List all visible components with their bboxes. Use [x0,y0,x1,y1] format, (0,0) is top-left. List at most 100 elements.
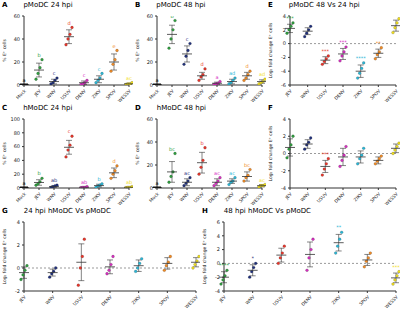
svg-text:60: 60 [147,13,153,19]
svg-text:DENV: DENV [100,294,113,307]
svg-text:2: 2 [17,242,20,248]
svg-text:d: d [200,61,203,67]
svg-text:WNV: WNV [179,191,191,203]
svg-text:JEV: JEV [218,294,228,304]
svg-text:a: a [215,74,218,80]
svg-text:-2: -2 [281,54,286,60]
svg-text:ac: ac [259,177,265,183]
svg-text:JEV: JEV [33,88,43,98]
svg-text:DENV: DENV [74,191,87,204]
svg-text:6: 6 [217,219,220,225]
svg-text:% E⁺ cells: % E⁺ cells [135,142,140,165]
svg-text:USUV: USUV [60,191,73,204]
svg-text:40: 40 [14,157,20,163]
svg-text:ab: ab [81,179,87,185]
svg-text:4: 4 [17,219,20,225]
svg-text:WESSV: WESSV [184,294,200,309]
svg-text:Mock: Mock [15,88,27,100]
svg-text:ZIKV: ZIKV [224,88,236,100]
svg-text:0: 0 [17,185,20,191]
svg-text:ZIKV: ZIKV [91,88,103,100]
svg-text:2: 2 [283,133,286,139]
svg-text:100: 100 [10,116,20,122]
svg-text:USUV: USUV [316,88,329,101]
svg-text:4: 4 [283,13,286,19]
svg-text:2: 2 [217,246,220,252]
svg-text:60: 60 [14,13,20,19]
svg-text:DENV: DENV [207,191,220,204]
svg-text:DENV: DENV [333,88,346,101]
svg-text:a: a [22,77,25,83]
svg-text:JEV: JEV [166,191,176,201]
svg-text:-4: -4 [281,185,286,191]
svg-text:Log₂ fold change E⁺ cells: Log₂ fold change E⁺ cells [268,22,273,79]
svg-text:c: c [186,36,189,42]
svg-text:ac: ac [229,170,235,176]
svg-text:***: *** [339,39,347,45]
svg-text:40: 40 [14,36,20,42]
svg-text:b: b [37,52,40,58]
svg-text:***: *** [322,151,330,157]
svg-text:ad: ad [229,70,235,76]
svg-text:**: ** [376,40,382,46]
svg-text:20: 20 [14,59,20,65]
svg-text:20: 20 [14,171,20,177]
svg-text:d: d [67,20,70,26]
svg-text:WNV: WNV [46,88,58,100]
svg-text:JEV: JEV [33,191,43,201]
svg-text:USUV: USUV [193,88,206,101]
svg-text:20: 20 [147,162,153,168]
svg-text:***: *** [322,48,330,54]
svg-text:Log₂ fold change E⁺ cells: Log₂ fold change E⁺ cells [268,125,273,182]
svg-text:DENV: DENV [333,191,346,204]
svg-text:USUV: USUV [193,191,206,204]
svg-text:JEV: JEV [284,191,294,201]
svg-text:WESSV: WESSV [384,294,392,309]
svg-text:d: d [245,63,248,69]
svg-text:WESSV: WESSV [384,88,392,103]
svg-text:ZIKV: ZIKV [353,191,365,203]
svg-text:0: 0 [283,40,286,46]
svg-text:JEV: JEV [18,294,28,304]
svg-text:ZIKV: ZIKV [91,191,103,203]
svg-text:SPOV: SPOV [369,88,382,101]
svg-text:-2: -2 [15,288,20,294]
svg-text:SPOV: SPOV [105,88,118,101]
svg-text:DENV: DENV [74,88,87,101]
svg-text:SPOV: SPOV [105,191,118,204]
svg-text:ZIKV: ZIKV [353,88,365,100]
svg-text:Mock: Mock [148,88,160,100]
svg-text:b: b [37,170,40,176]
svg-text:WNV: WNV [46,191,58,203]
svg-text:b: b [97,176,100,182]
svg-text:40: 40 [147,139,153,145]
svg-text:USUV: USUV [272,294,285,307]
svg-text:bc: bc [244,162,250,168]
svg-text:JEV: JEV [166,88,176,98]
svg-text:SPOV: SPOV [238,191,251,204]
svg-text:c: c [53,70,56,76]
svg-text:****: **** [356,55,367,61]
svg-text:0: 0 [150,82,153,88]
svg-text:ZIKV: ZIKV [224,191,236,203]
svg-text:WNV: WNV [44,294,56,306]
svg-text:SPOV: SPOV [158,294,171,307]
svg-text:-4: -4 [281,68,286,74]
svg-text:Mock: Mock [15,191,27,203]
svg-text:a: a [22,180,25,186]
svg-text:JEV: JEV [284,88,294,98]
svg-text:****: **** [219,262,230,268]
svg-text:WESSV: WESSV [250,191,266,206]
svg-text:WESSV: WESSV [384,191,392,206]
svg-text:-2: -2 [281,168,286,174]
svg-text:WNV: WNV [179,88,191,100]
svg-text:USUV: USUV [316,191,329,204]
svg-text:SPOV: SPOV [238,88,251,101]
svg-text:4: 4 [217,233,220,239]
svg-text:***: *** [286,16,294,21]
svg-text:bc: bc [169,146,175,152]
svg-text:WNV: WNV [299,191,311,203]
svg-text:a: a [155,77,158,83]
svg-text:% E⁺ cells: % E⁺ cells [135,39,140,62]
svg-text:DENV: DENV [207,88,220,101]
